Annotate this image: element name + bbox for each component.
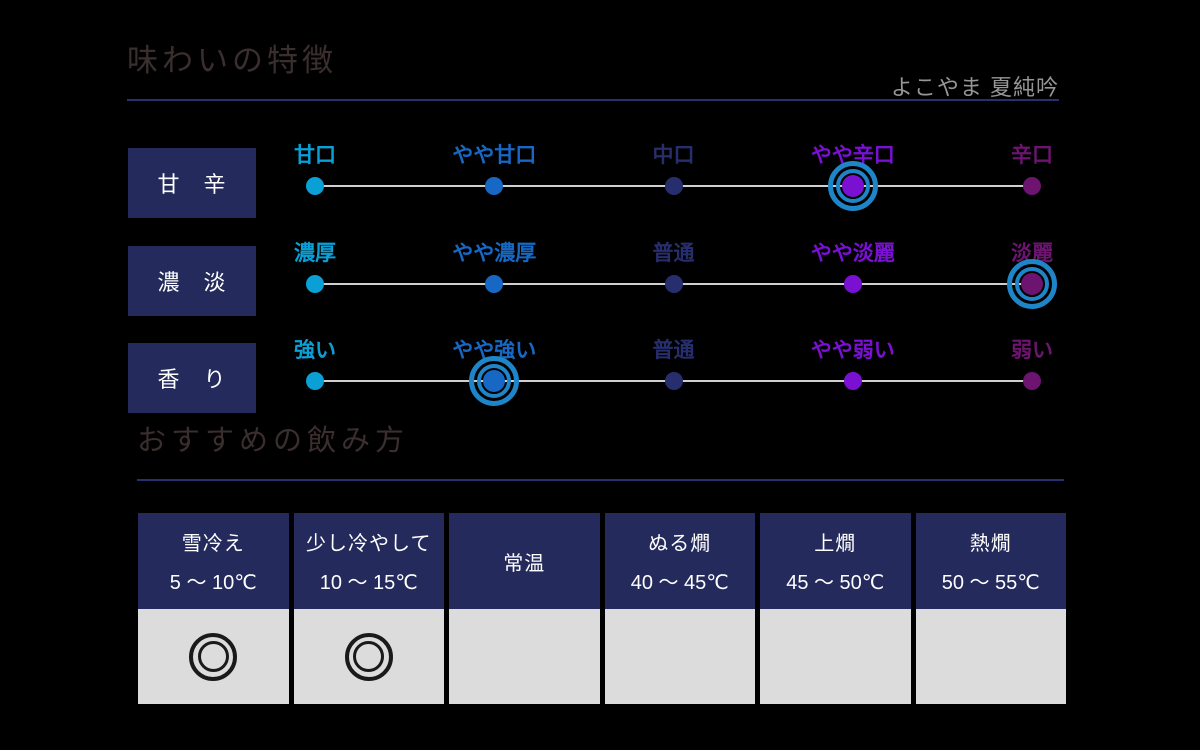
serving-name: 熱燗 <box>969 533 1012 555</box>
scale-dot <box>1023 372 1041 390</box>
serving-name: 常温 <box>503 552 546 575</box>
scale-level-label: 辛口 <box>1011 144 1053 167</box>
scale-level-label: 普通 <box>652 339 695 362</box>
scale-dot <box>306 372 324 390</box>
scale-level-label: やや辛口 <box>810 144 895 167</box>
highlight-ring-inner <box>477 364 512 398</box>
serving-header-cell: 熱燗 50 ～ 55℃ <box>915 513 1066 609</box>
scale-dot <box>485 177 504 195</box>
serving-temp-range: 40 ～ 45℃ <box>630 572 729 594</box>
highlight-ring-inner <box>1015 267 1049 301</box>
highlight-ring-inner <box>835 169 870 203</box>
serving-name: 雪冷え <box>181 533 245 555</box>
scale-level-label: 普通 <box>652 242 695 265</box>
serving-name: 上燗 <box>814 533 857 555</box>
serving-name: 少し冷やして <box>306 533 432 555</box>
serving-header-cell: 常温 <box>449 513 600 609</box>
scale-dot <box>306 275 324 293</box>
serving-section-title: おすすめの飲み方 <box>137 425 410 457</box>
serving-temp-range: 45 ～ 50℃ <box>786 572 885 594</box>
scale-dot <box>306 177 324 195</box>
title-underline <box>127 99 1059 101</box>
serving-header-cell: 上燗 45 ～ 50℃ <box>760 513 911 609</box>
double-circle-mark-inner <box>197 641 229 672</box>
serving-temp-range: 5 ～ 10℃ <box>169 572 257 594</box>
scale-level-label: 強い <box>294 339 336 362</box>
highlight-ring-outer <box>1007 259 1057 309</box>
scale-level-label: やや淡麗 <box>810 242 895 265</box>
serving-temperature-table: 雪冷え 5 ～ 10℃ 少し冷やして 10 ～ 15℃ 常温 ぬる燗 40 ～ 45℃ 上燗 4… <box>138 513 1066 704</box>
serving-body-cell <box>138 609 289 704</box>
scale-level-label: 淡麗 <box>1011 242 1053 265</box>
scale-dot <box>664 372 683 390</box>
serving-name: ぬる燗 <box>648 533 712 555</box>
page-title: 味わいの特徴 <box>127 43 337 78</box>
scale-level-label: 甘口 <box>294 144 336 167</box>
category-box: 香 り <box>128 343 256 413</box>
serving-body-cell <box>760 609 911 704</box>
scale-dot <box>843 275 862 293</box>
product-name: よこやま 夏純吟 <box>890 75 1059 100</box>
serving-body-cell <box>449 609 600 704</box>
serving-header-cell: 少し冷やして 10 ～ 15℃ <box>293 513 444 609</box>
scale-level-label: 弱い <box>1011 339 1053 362</box>
scale-dot <box>664 275 683 293</box>
serving-temp-range: 10 ～ 15℃ <box>319 572 418 594</box>
double-circle-mark <box>189 632 238 681</box>
scale-level-label: やや強い <box>452 339 537 362</box>
serving-body-cell <box>915 609 1066 704</box>
double-circle-mark-inner <box>353 641 385 672</box>
scale-dot <box>485 275 504 293</box>
scale-level-label: やや濃厚 <box>452 242 537 265</box>
double-circle-mark <box>344 632 393 681</box>
category-box: 甘 辛 <box>128 148 256 218</box>
category-box: 濃 淡 <box>128 246 256 316</box>
scale-dot <box>1023 177 1041 195</box>
scale-level-label: 中口 <box>652 144 695 167</box>
serving-body-cell <box>604 609 755 704</box>
scale-level-label: やや弱い <box>810 339 895 362</box>
serving-header-cell: 雪冷え 5 ～ 10℃ <box>138 513 289 609</box>
scale-level-label: 濃厚 <box>294 242 336 265</box>
serving-temp-range: 50 ～ 55℃ <box>941 572 1040 594</box>
highlight-ring-outer <box>469 356 520 406</box>
scale-dot <box>664 177 683 195</box>
serving-header-cell: ぬる燗 40 ～ 45℃ <box>604 513 755 609</box>
serving-body-cell <box>293 609 444 704</box>
scale-level-label: やや甘口 <box>452 144 537 167</box>
scale-dot <box>843 372 862 390</box>
serving-title-underline <box>137 479 1064 481</box>
highlight-ring-outer <box>827 161 878 211</box>
